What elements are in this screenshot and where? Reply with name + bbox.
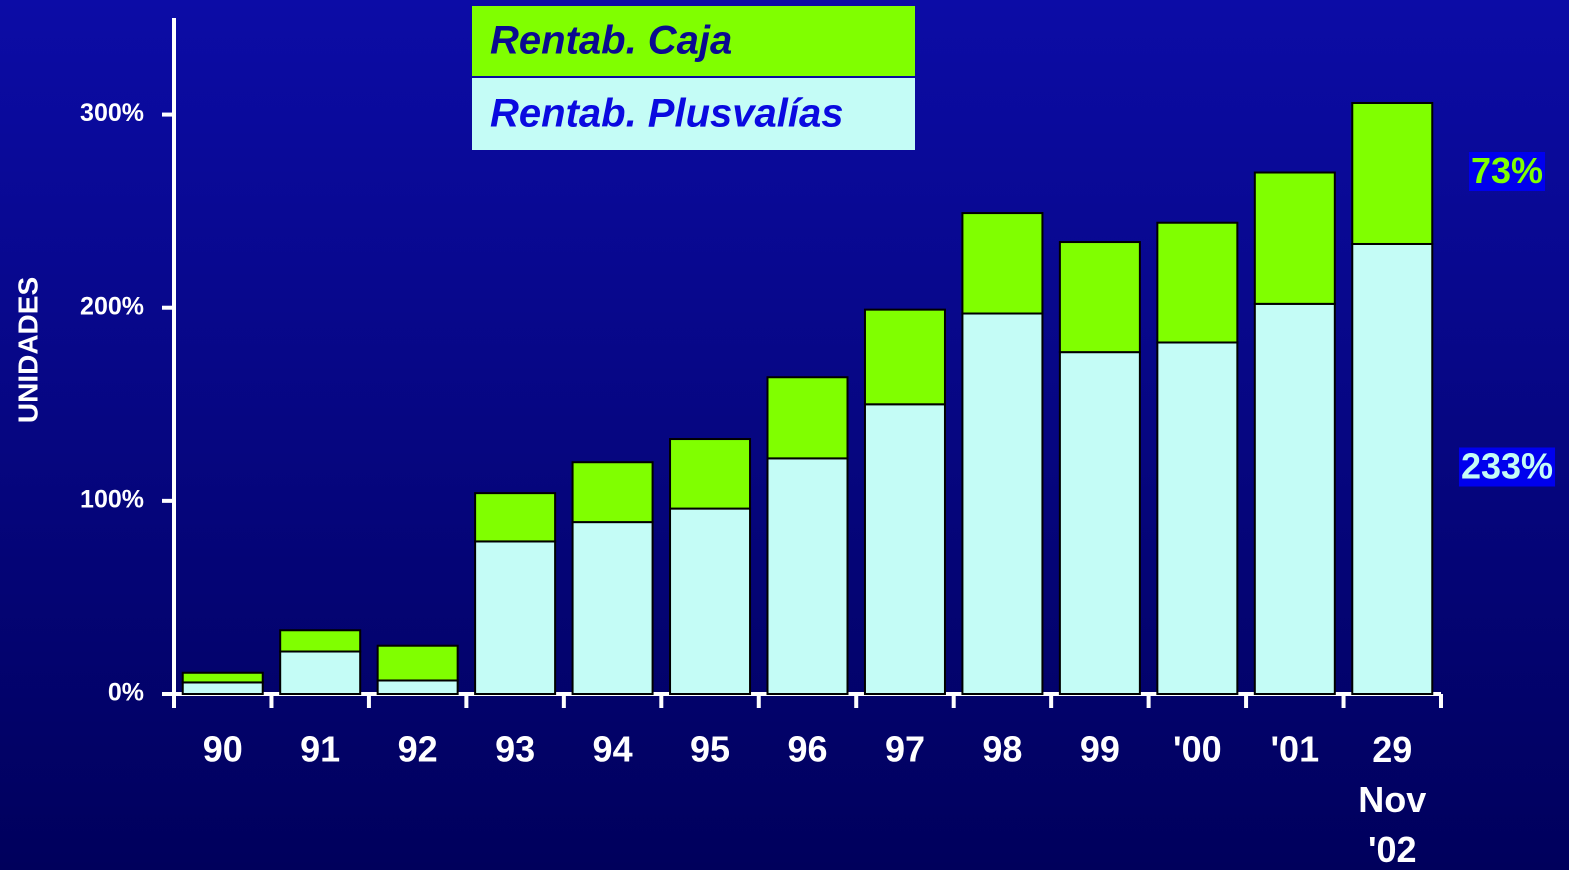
bar-segment xyxy=(571,521,654,695)
bar-segment xyxy=(181,671,264,684)
x-tick-label: '01 xyxy=(1271,729,1320,770)
bar-segment xyxy=(1058,241,1141,354)
x-tick-label-line: '02 xyxy=(1368,829,1417,870)
bar-segment xyxy=(279,629,362,653)
bar-segment xyxy=(376,644,459,682)
x-tick-label: '00 xyxy=(1173,729,1222,770)
y-tick-label: 200% xyxy=(80,292,144,320)
x-tick-label: 97 xyxy=(885,729,925,770)
value-label-bg xyxy=(1458,447,1556,487)
y-axis-label: UNIDADES xyxy=(12,277,43,423)
legend-label: Rentab. Caja xyxy=(490,19,732,63)
bar-segment xyxy=(279,650,362,695)
bar-segment xyxy=(1351,101,1434,245)
x-tick-label: 29 Nov '02 xyxy=(1358,729,1426,870)
bar-segment xyxy=(1253,302,1336,695)
x-tick-label: 90 xyxy=(203,729,243,770)
x-tick-label: 91 xyxy=(300,729,340,770)
bar-segment xyxy=(1058,351,1141,695)
bar-segment xyxy=(571,461,654,524)
bar-segment xyxy=(474,492,557,543)
value-label-bg xyxy=(1468,151,1546,191)
bar-segment xyxy=(1156,221,1239,344)
bar-segment xyxy=(863,403,946,695)
legend-label: Rentab. Plusvalías xyxy=(490,92,843,136)
bar-segment xyxy=(181,681,264,696)
x-tick-label: 95 xyxy=(690,729,730,770)
bar-segment xyxy=(669,507,752,695)
bar-segment xyxy=(961,212,1044,315)
y-tick-label: 300% xyxy=(80,99,144,127)
x-tick-label: 93 xyxy=(495,729,535,770)
bar-segment xyxy=(1156,341,1239,695)
bar-segment xyxy=(766,376,849,460)
y-tick-label: 0% xyxy=(108,679,144,707)
bar-segment xyxy=(1351,242,1434,695)
legend-swatch xyxy=(472,6,915,76)
x-tick-label: 96 xyxy=(787,729,827,770)
legend-swatch xyxy=(472,78,915,150)
value-label: 73% xyxy=(1471,150,1543,191)
bar-segment xyxy=(474,540,557,695)
bar-segment xyxy=(863,308,946,406)
bar-segment xyxy=(961,312,1044,695)
x-tick-label-line: Nov xyxy=(1358,779,1426,820)
x-tick-label: 99 xyxy=(1080,729,1120,770)
x-tick-label: 98 xyxy=(982,729,1022,770)
x-tick-label-line: 29 xyxy=(1372,729,1412,770)
bar-segment xyxy=(766,457,849,696)
y-tick-label: 100% xyxy=(80,485,144,513)
x-tick-label: 94 xyxy=(593,729,633,770)
bar-segment xyxy=(1253,171,1336,305)
bar-segment xyxy=(669,438,752,510)
x-tick-label: 92 xyxy=(398,729,438,770)
value-label: 233% xyxy=(1461,446,1553,487)
bar-segment xyxy=(376,679,459,695)
